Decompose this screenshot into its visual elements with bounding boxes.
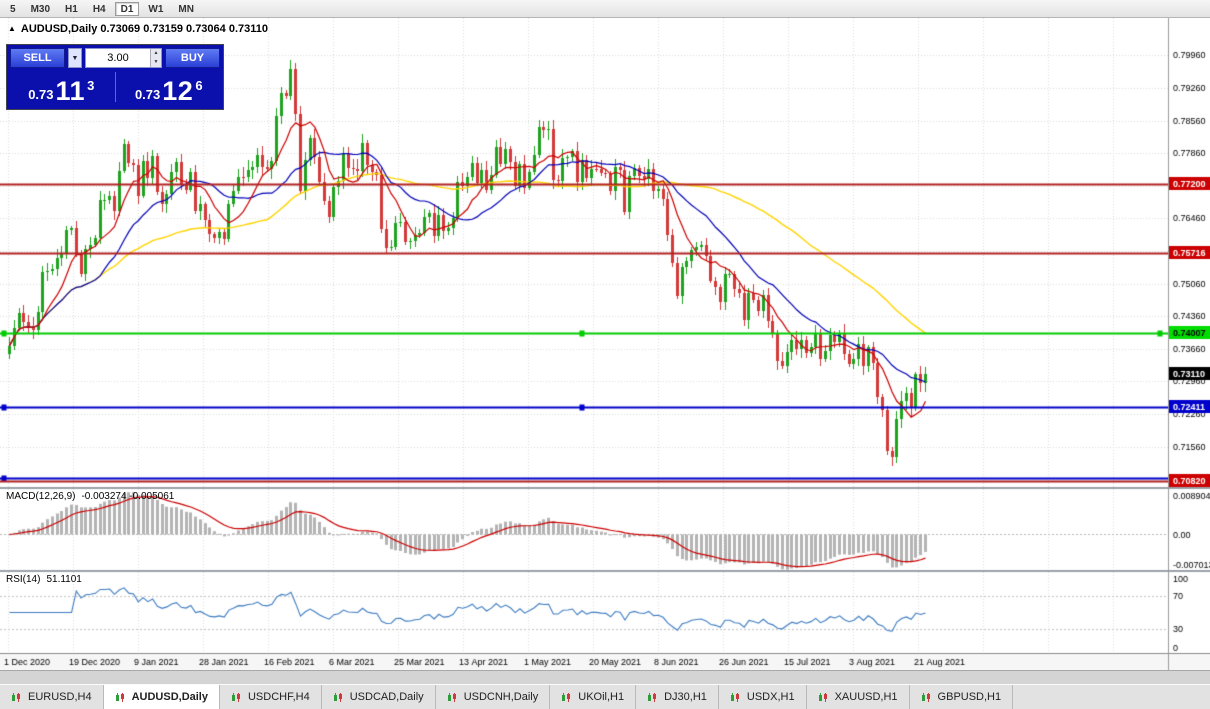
chart-icon bbox=[12, 692, 20, 702]
chart-icon bbox=[562, 692, 571, 702]
chart-tab-label: USDCAD,Daily bbox=[349, 691, 424, 703]
chart-tab-label: EURUSD,H4 bbox=[28, 691, 92, 703]
sell-button[interactable]: SELL bbox=[10, 48, 65, 68]
price-divider bbox=[114, 72, 116, 102]
chart-tab-label: UKOil,H1 bbox=[578, 691, 625, 703]
volume-up-icon[interactable]: ▲ bbox=[151, 49, 161, 58]
chart-tab-eurusd-h4[interactable]: EURUSD,H4 bbox=[0, 685, 104, 709]
chart-icon bbox=[115, 692, 124, 702]
sell-price[interactable]: 0.73 11 3 bbox=[10, 68, 113, 106]
chart-tab-label: DJ30,H1 bbox=[664, 691, 707, 703]
macd-values: -0.003274 -0.005061 bbox=[81, 491, 175, 502]
chart-tab-label: XAUUSD,H1 bbox=[834, 691, 898, 703]
sell-price-prefix: 0.73 bbox=[28, 87, 54, 102]
buy-price-pips: 12 bbox=[162, 76, 194, 106]
chart-icon bbox=[447, 692, 456, 702]
buy-button[interactable]: BUY bbox=[165, 48, 220, 68]
chart-tab-ukoil-h1[interactable]: UKOil,H1 bbox=[550, 685, 637, 709]
symbol-ohlc-text: AUDUSD,Daily 0.73069 0.73159 0.73064 0.7… bbox=[20, 23, 268, 35]
timeframe-button-m30[interactable]: M30 bbox=[30, 3, 51, 15]
buy-price-pipette: 6 bbox=[195, 78, 203, 93]
volume-dropdown-icon[interactable]: ▼ bbox=[68, 48, 82, 68]
rsi-value: 51.1101 bbox=[46, 574, 82, 585]
buy-price-prefix: 0.73 bbox=[134, 87, 161, 102]
volume-stepper[interactable]: ▲ ▼ bbox=[150, 49, 161, 67]
chart-icon bbox=[648, 692, 657, 702]
chart-icon bbox=[333, 692, 342, 702]
chart-tab-usdcad-daily[interactable]: USDCAD,Daily bbox=[322, 685, 436, 709]
chart-icon bbox=[921, 692, 930, 702]
chart-icon bbox=[231, 692, 240, 702]
chart-tab-gbpusd-h1[interactable]: GBPUSD,H1 bbox=[910, 685, 1014, 709]
chart-tab-dj30-h1[interactable]: DJ30,H1 bbox=[636, 685, 719, 709]
chart-area: ▲ AUDUSD,Daily 0.73069 0.73159 0.73064 0… bbox=[0, 18, 1210, 670]
volume-value[interactable]: 3.00 bbox=[107, 52, 129, 64]
chart-tab-usdchf-h4[interactable]: USDCHF,H4 bbox=[220, 685, 322, 709]
timeframe-button-h4[interactable]: H4 bbox=[92, 3, 106, 15]
macd-indicator-label: MACD(12,26,9) -0.003274 -0.005061 bbox=[6, 491, 174, 502]
timeframe-button-d1[interactable]: D1 bbox=[114, 1, 140, 16]
price-chart-canvas[interactable] bbox=[0, 18, 1210, 670]
timeframe-button-mn[interactable]: MN bbox=[178, 3, 194, 15]
macd-name: MACD(12,26,9) bbox=[6, 491, 76, 502]
rsi-name: RSI(14) bbox=[6, 574, 41, 585]
volume-field[interactable]: 3.00 ▲ ▼ bbox=[85, 48, 162, 68]
chart-symbol-header: ▲ AUDUSD,Daily 0.73069 0.73159 0.73064 0… bbox=[8, 23, 268, 35]
chart-tab-audusd-daily[interactable]: AUDUSD,Daily bbox=[103, 685, 220, 709]
one-click-trading-widget: SELL ▼ 3.00 ▲ ▼ BUY 0.73 11 3 0.73 12 6 bbox=[6, 44, 224, 110]
chart-tab-label: USDCHF,H4 bbox=[247, 691, 310, 703]
chart-tab-label: USDX,H1 bbox=[746, 691, 795, 703]
horizontal-scrollbar-area bbox=[0, 670, 1210, 684]
current-bar-marker-icon: ▲ bbox=[8, 24, 16, 33]
rsi-indicator-label: RSI(14) 51.1101 bbox=[6, 574, 82, 585]
chart-tabs-bar: EURUSD,H4 AUDUSD,Daily USDCHF,H4 USDCAD,Dai… bbox=[0, 684, 1210, 709]
volume-down-icon[interactable]: ▼ bbox=[151, 58, 161, 67]
chart-icon bbox=[730, 692, 739, 702]
chart-tab-xauusd-h1[interactable]: XAUUSD,H1 bbox=[807, 685, 910, 709]
timeframe-toolbar: 5 M30 H1 H4 D1 W1 MN bbox=[0, 0, 1210, 18]
chart-icon bbox=[818, 692, 827, 702]
chart-tab-label: USDCNH,Daily bbox=[463, 691, 539, 703]
timeframe-button-5[interactable]: 5 bbox=[10, 3, 16, 15]
buy-price[interactable]: 0.73 12 6 bbox=[118, 68, 221, 106]
chart-tab-label: AUDUSD,Daily bbox=[131, 691, 208, 703]
sell-price-pipette: 3 bbox=[87, 78, 95, 93]
chart-tab-label: GBPUSD,H1 bbox=[937, 691, 1002, 703]
chart-tab-usdx-h1[interactable]: USDX,H1 bbox=[719, 685, 807, 709]
sell-price-pips: 11 bbox=[55, 76, 86, 106]
timeframe-button-h1[interactable]: H1 bbox=[65, 3, 78, 15]
timeframe-button-w1[interactable]: W1 bbox=[148, 3, 164, 15]
chart-tab-usdcnh-daily[interactable]: USDCNH,Daily bbox=[436, 685, 551, 709]
